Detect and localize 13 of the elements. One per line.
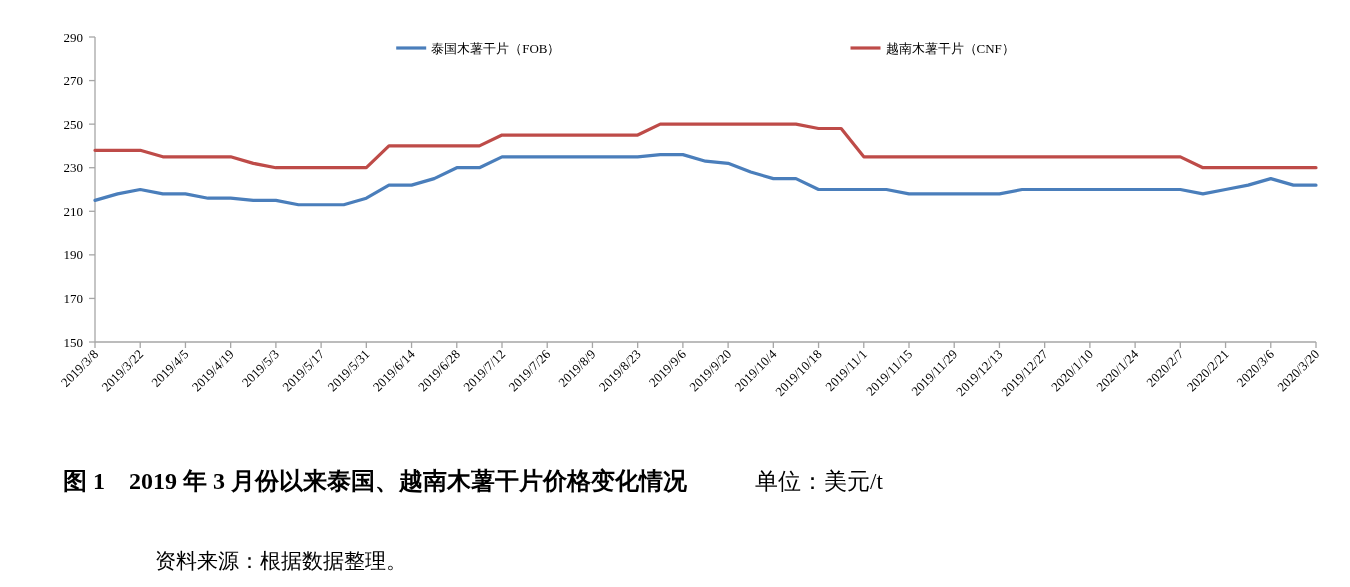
y-tick-label: 190 (63, 247, 83, 263)
legend-label: 泰国木薯干片（FOB） (431, 40, 561, 56)
legend-label: 越南木薯干片（CNF） (885, 40, 1015, 56)
y-tick-label: 270 (63, 73, 83, 89)
annotation: 单位：美元/t (755, 469, 883, 494)
y-tick-label: 210 (63, 203, 83, 219)
y-tick-label: 250 (63, 116, 83, 132)
y-tick-label: 170 (63, 290, 83, 306)
y-tick-label: 150 (63, 334, 83, 350)
y-tick-label: 230 (63, 160, 83, 176)
y-tick-label: 290 (63, 29, 83, 45)
annotation: 资料来源：根据数据整理。 (155, 549, 407, 573)
text: 图 1 2019 年 3 月份以来泰国、越南木薯干片价格变化情况 (63, 468, 688, 494)
